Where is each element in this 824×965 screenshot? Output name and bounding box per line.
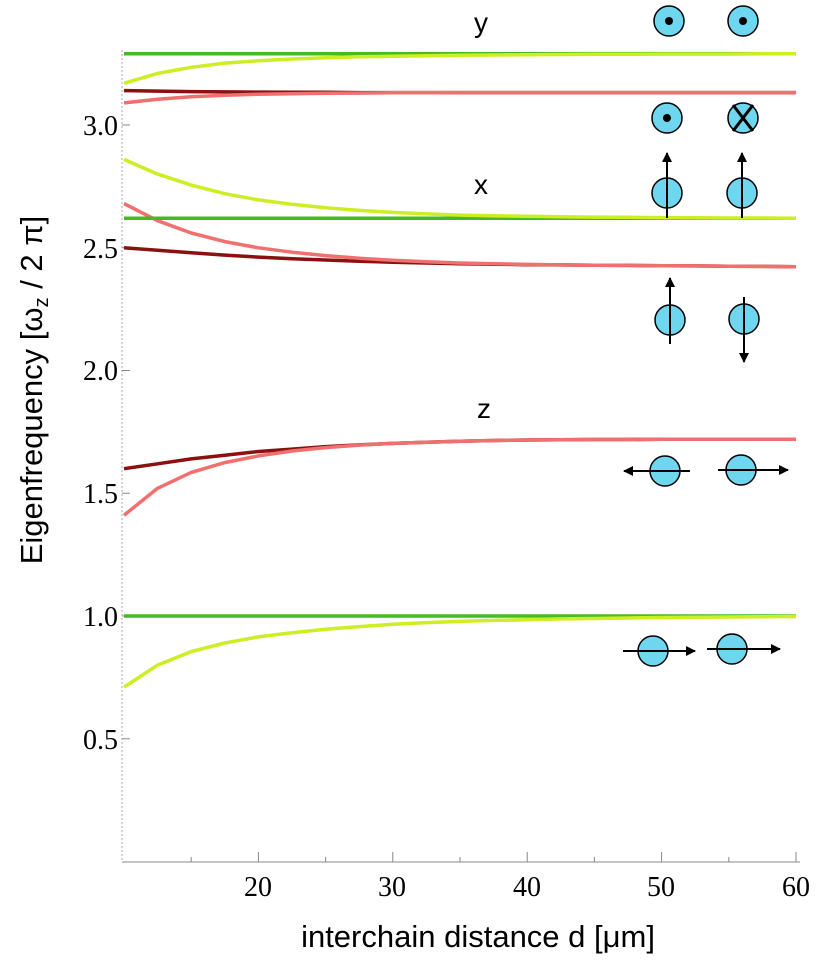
y-axis-title-prefix: Eigenfrequency [ xyxy=(14,331,49,564)
y-axis-title-subscript: z xyxy=(31,297,53,307)
axis-ticks xyxy=(122,124,797,862)
x-tick-label-40: 40 xyxy=(513,872,541,903)
mode-label-y: y xyxy=(474,7,488,38)
y-mode-in-phase-icon xyxy=(653,5,759,37)
y-tick-label-3.0: 3.0 xyxy=(83,111,118,142)
x-axis-title: interchain distance d [μm] xyxy=(301,919,655,954)
mode-label-z: z xyxy=(477,393,491,424)
x-tick-label-50: 50 xyxy=(647,872,675,903)
y-tick-label-1.0: 1.0 xyxy=(83,602,118,633)
y-axis-title-omega: ω xyxy=(14,307,49,331)
series-line-z-mode-com-coupled xyxy=(123,614,797,689)
x-mode-in-phase-icon xyxy=(651,152,758,218)
x-tick-label-20: 20 xyxy=(244,872,272,903)
series-group xyxy=(122,52,797,689)
series-line-y-mode-rocking-light xyxy=(123,90,796,105)
series-line-y-mode-com-coupled xyxy=(123,52,796,85)
z-mode-out-of-phase-icon xyxy=(623,454,789,487)
series-line-z-mode-rocking-light xyxy=(122,437,796,517)
y-tick-label-2.5: 2.5 xyxy=(83,234,118,265)
series-line-x-mode-com-coupled xyxy=(123,157,797,221)
x-mode-out-of-phase-icon xyxy=(654,277,760,363)
y-mode-out-of-phase-icon xyxy=(651,102,759,134)
y-tick-label-0.5: 0.5 xyxy=(83,725,118,756)
mode-label-x: x xyxy=(474,169,488,200)
series-line-x-mode-rocking-light xyxy=(123,202,797,269)
x-tick-label-60: 60 xyxy=(782,872,810,903)
x-tick-label-30: 30 xyxy=(378,872,406,903)
y-tick-label-2.0: 2.0 xyxy=(83,356,118,387)
y-tick-label-1.5: 1.5 xyxy=(83,479,118,510)
tick-labels: 0.5 1.0 1.5 2.0 2.5 3.0 20 30 40 50 60 xyxy=(83,111,810,903)
z-mode-in-phase-icon xyxy=(623,633,781,667)
y-axis-title: Eigenfrequency [ωz / 2 π] xyxy=(14,216,53,565)
y-axis-title-suffix: / 2 π] xyxy=(14,216,49,298)
